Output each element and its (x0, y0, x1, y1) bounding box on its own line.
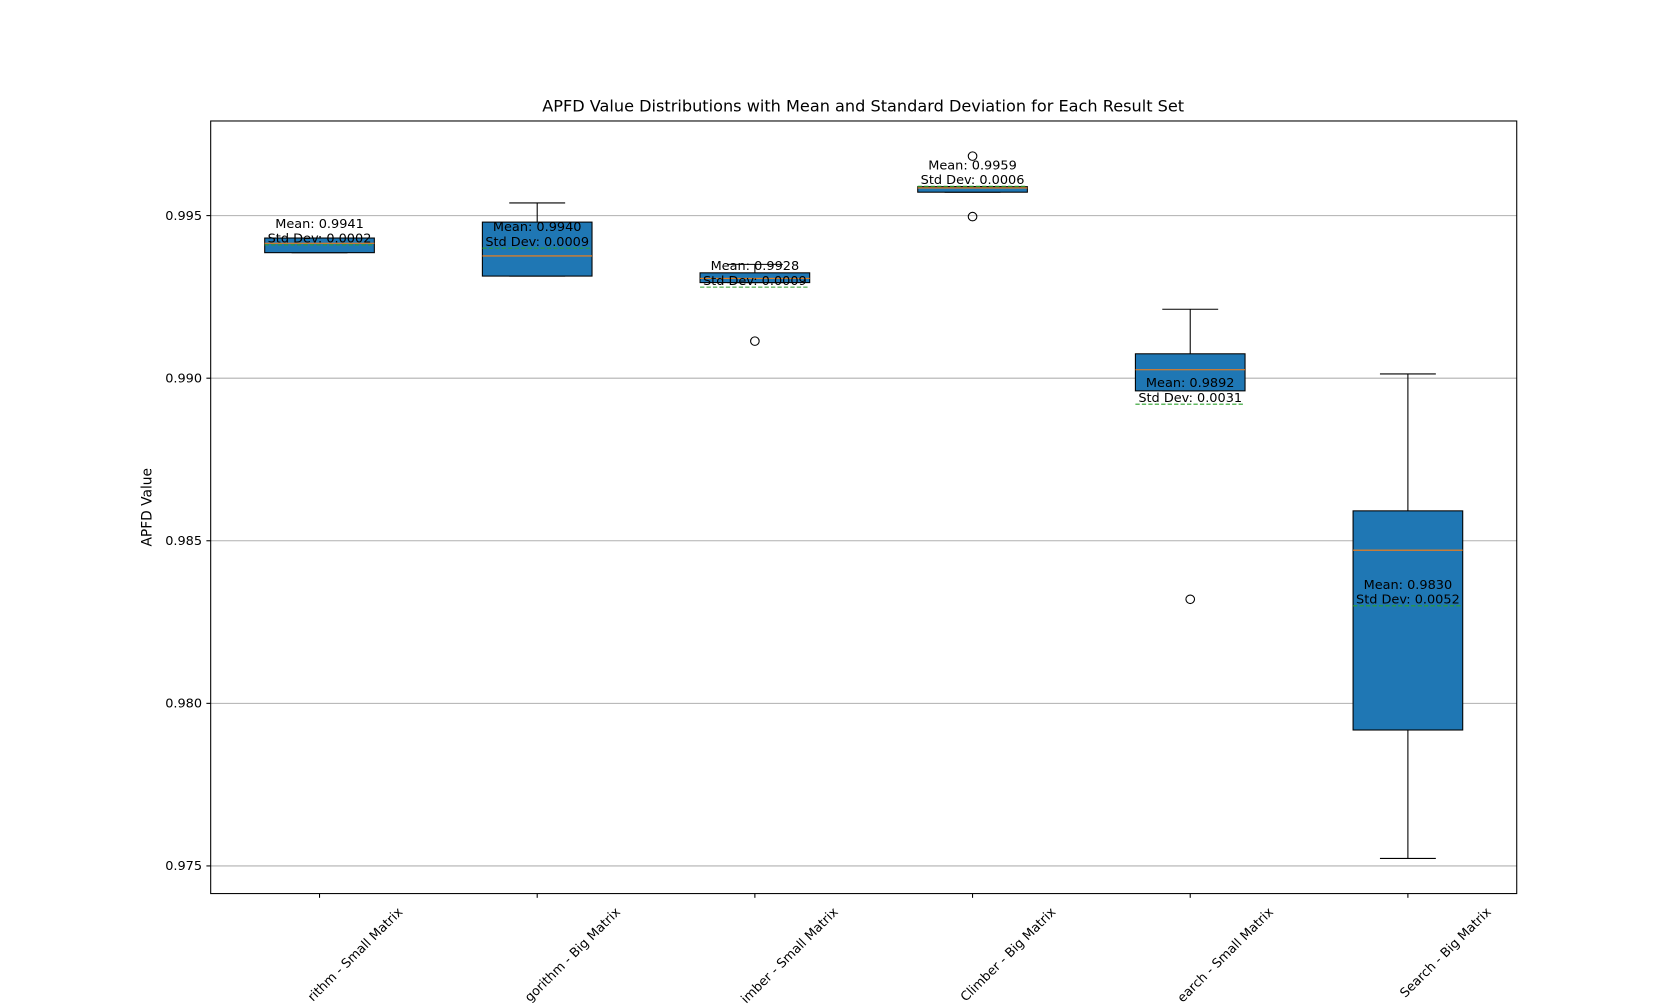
chart-title: APFD Value Distributions with Mean and S… (542, 97, 1184, 116)
std-label: Std Dev: 0.0006 (921, 173, 1025, 188)
x-tick-label: rithm - Small Matrix (305, 905, 406, 1005)
mean-label: Mean: 0.9959 (928, 158, 1017, 173)
y-axis-label: APFD Value (139, 468, 155, 547)
y-tick-label: 0.985 (165, 534, 202, 549)
box (1134, 353, 1246, 392)
outlier (967, 151, 978, 161)
std-label: Std Dev: 0.0052 (1356, 593, 1460, 608)
std-label: Std Dev: 0.0031 (1138, 391, 1242, 406)
x-tick-label: imber - Small Matrix (738, 905, 841, 1005)
mean-label: Mean: 0.9892 (1146, 376, 1235, 391)
box (481, 221, 593, 277)
mean-label: Mean: 0.9928 (711, 259, 800, 274)
outlier (750, 336, 760, 346)
y-tick-label: 0.995 (165, 209, 202, 224)
x-tick-label: Climber - Big Matrix (958, 905, 1060, 1005)
outlier (967, 211, 978, 222)
y-tick-label: 0.990 (165, 372, 202, 387)
mean-label: Mean: 0.9941 (275, 217, 364, 232)
box (1352, 510, 1464, 731)
std-label: Std Dev: 0.0002 (268, 232, 372, 247)
mean-label: Mean: 0.9940 (493, 220, 582, 235)
box (699, 272, 811, 284)
mean-label: Mean: 0.9830 (1364, 578, 1453, 593)
std-label: Std Dev: 0.0009 (703, 274, 807, 289)
x-tick-label: gorithm - Big Matrix (522, 905, 624, 1005)
std-label: Std Dev: 0.0009 (485, 235, 589, 250)
y-tick-label: 0.980 (165, 697, 202, 712)
y-tick-label: 0.975 (165, 859, 202, 874)
x-tick-label: Search - Big Matrix (1397, 905, 1494, 1001)
plot-frame (210, 120, 1518, 895)
outlier (1185, 594, 1196, 605)
x-tick-label: earch - Small Matrix (1175, 905, 1277, 1005)
